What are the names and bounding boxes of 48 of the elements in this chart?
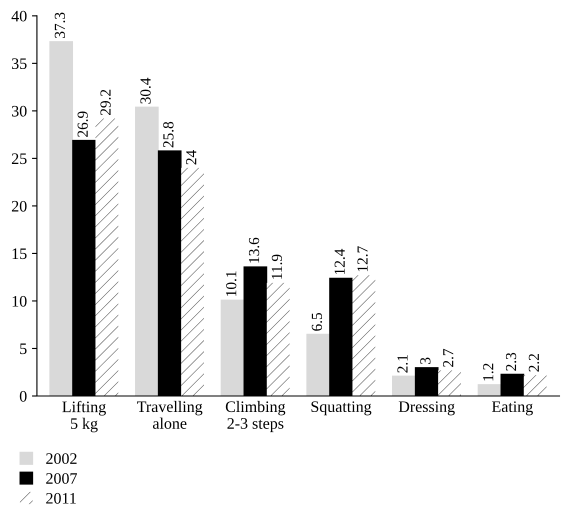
data-label: 2.2 — [528, 354, 540, 372]
y-tick-label: 15 — [12, 248, 27, 260]
bar — [524, 375, 547, 396]
y-tick-label: 0 — [20, 390, 27, 402]
data-label: 11.9 — [272, 254, 282, 279]
y-tick-label: 30 — [12, 106, 27, 117]
legend-label: 2007 — [46, 473, 77, 484]
y-tick-label: 40 — [12, 10, 27, 22]
bar — [95, 118, 118, 396]
data-label: 6.5 — [312, 312, 322, 331]
x-tick-label: Dressing — [398, 401, 455, 416]
bar — [438, 370, 461, 396]
data-label: 24 — [186, 150, 196, 164]
y-tick-label: 5 — [20, 344, 27, 354]
x-tick-label: Travelling alone — [137, 400, 202, 429]
data-label: 13.6 — [248, 238, 260, 263]
bar — [181, 168, 204, 396]
x-tick-label: Climbing 2-3 steps — [226, 400, 286, 432]
data-label: 12.7 — [357, 246, 368, 272]
y-tick-label: 35 — [12, 58, 27, 70]
data-label: 3 — [420, 358, 431, 364]
y-tick-label: 10 — [12, 296, 27, 307]
x-tick-label: Squatting — [311, 401, 372, 416]
bar — [478, 384, 502, 396]
legend-label: 2011 — [46, 492, 76, 504]
legend-label: 2002 — [46, 453, 77, 464]
bar — [266, 282, 290, 396]
bar — [49, 41, 74, 396]
data-label: 25.8 — [163, 122, 174, 148]
bar — [220, 300, 244, 396]
data-label: 26.9 — [78, 111, 88, 137]
data-label: 2.3 — [506, 352, 516, 371]
data-label: 10.1 — [226, 271, 236, 296]
data-label: 30.4 — [140, 78, 151, 104]
data-label: 1.2 — [483, 364, 494, 380]
bar — [352, 275, 376, 396]
data-label: 2.7 — [443, 348, 454, 367]
bar — [135, 106, 159, 396]
data-label: 37.3 — [54, 12, 66, 38]
bar — [306, 334, 330, 396]
data-label: 29.2 — [100, 90, 111, 116]
data-label: 2.1 — [397, 355, 408, 373]
x-tick-label: Eating — [492, 401, 533, 416]
y-tick-label: 25 — [12, 153, 27, 164]
data-label: 12.4 — [334, 248, 345, 274]
bar — [392, 376, 416, 396]
y-tick-label: 20 — [12, 200, 27, 212]
x-tick-label: Lifting 5 kg — [62, 400, 106, 432]
